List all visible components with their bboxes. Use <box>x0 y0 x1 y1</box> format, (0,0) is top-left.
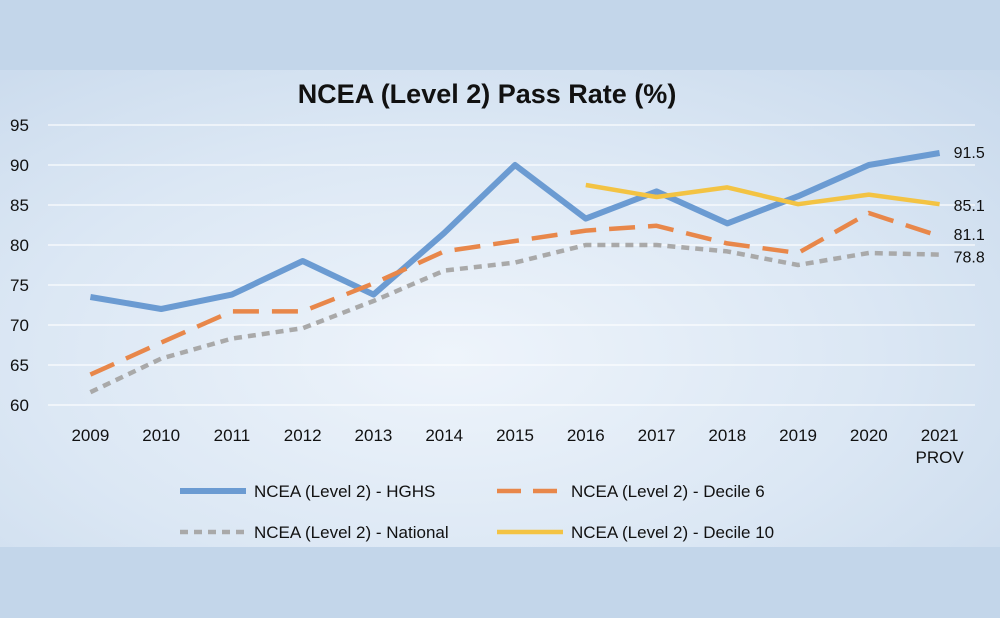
end-value-label: 78.8 <box>954 250 985 267</box>
legend-item: NCEA (Level 2) - Decile 10 <box>497 523 774 542</box>
series-line <box>89 210 941 377</box>
legend-label: NCEA (Level 2) - Decile 10 <box>571 523 774 542</box>
end-labels: 91.5 81.1 78.8 85.1 <box>954 145 985 267</box>
line-chart: NCEA (Level 2) Pass Rate (%) 60 65 70 75 80 8… <box>10 79 985 542</box>
legend: NCEA (Level 2) - HGHS NCEA (Level 2) - De… <box>180 482 774 542</box>
legend-label: NCEA (Level 2) - Decile 6 <box>571 482 765 501</box>
x-tick-label: 2019 <box>779 426 817 445</box>
y-tick-label: 70 <box>10 316 29 335</box>
legend-item: NCEA (Level 2) - National <box>180 523 449 542</box>
x-tick-label: 2018 <box>708 426 746 445</box>
series-line <box>89 150 941 312</box>
x-axis-ticks: 2009 2010 2011 2012 2013 2014 2015 2016 2017 2018… <box>71 426 964 467</box>
y-axis-ticks: 60 65 70 75 80 85 90 95 <box>10 116 29 415</box>
x-tick-label: 2009 <box>71 426 109 445</box>
x-tick-label: 2015 <box>496 426 534 445</box>
x-tick-label: 2013 <box>355 426 393 445</box>
x-tick-label: 2012 <box>284 426 322 445</box>
x-tick-label: 2016 <box>567 426 605 445</box>
chart-area: NCEA (Level 2) Pass Rate (%) 60 65 70 75 80 8… <box>0 70 1000 547</box>
legend-label: NCEA (Level 2) - National <box>254 523 449 542</box>
legend-item: NCEA (Level 2) - HGHS <box>180 482 435 501</box>
legend-item: NCEA (Level 2) - Decile 6 <box>497 482 765 501</box>
y-tick-label: 65 <box>10 356 29 375</box>
y-tick-label: 90 <box>10 156 29 175</box>
y-tick-label: 80 <box>10 236 29 255</box>
x-tick-sublabel: PROV <box>916 448 965 467</box>
end-value-label: 85.1 <box>954 198 985 215</box>
y-tick-label: 75 <box>10 276 29 295</box>
x-tick-label: 2021 <box>921 426 959 445</box>
series-lines <box>89 150 941 395</box>
legend-label: NCEA (Level 2) - HGHS <box>254 482 435 501</box>
end-value-label: 81.1 <box>954 227 985 244</box>
y-tick-label: 60 <box>10 396 29 415</box>
chart-title: NCEA (Level 2) Pass Rate (%) <box>298 79 677 109</box>
end-value-label: 91.5 <box>954 145 985 162</box>
x-tick-label: 2011 <box>214 426 251 445</box>
x-tick-label: 2010 <box>142 426 180 445</box>
y-tick-label: 85 <box>10 196 29 215</box>
x-tick-label: 2017 <box>638 426 676 445</box>
x-tick-label: 2014 <box>425 426 463 445</box>
y-tick-label: 95 <box>10 116 29 135</box>
series-line <box>585 182 940 207</box>
series-line <box>89 242 940 395</box>
x-tick-label: 2020 <box>850 426 888 445</box>
